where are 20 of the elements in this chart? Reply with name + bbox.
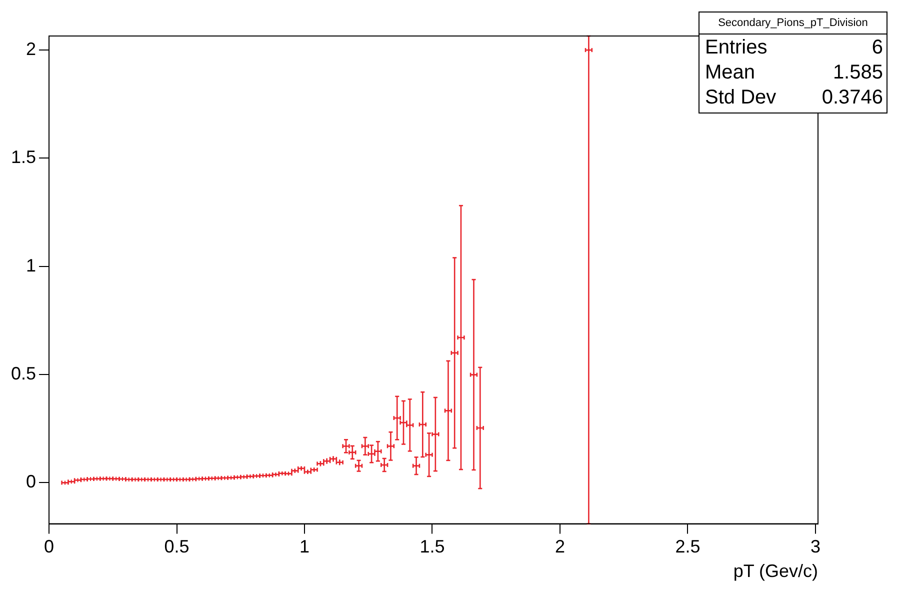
y-tick-label: 0.5 [10,364,36,384]
x-axis-title: pT (Gev/c) [733,561,818,582]
text: Secondary_Pions_pT_Division [718,17,868,30]
y-tick-label: 0 [26,472,36,492]
x-tick-label: 2.5 [675,536,700,557]
annotation: Mean [705,62,756,84]
annotation: Entries [705,36,768,59]
x-tick-label: 3 [810,536,820,557]
x-tick-label: 1.5 [420,536,445,557]
y-tick-label: 1.5 [10,147,36,168]
y-tick-label: 1 [26,255,36,276]
annotation: Std Dev [705,86,776,109]
x-tick-label: 1 [299,536,310,557]
x-tick-label: 0 [44,536,54,557]
text: 1.585 [832,62,883,84]
x-tick-label: 2 [554,536,565,557]
y-tick-label: 2 [26,39,36,60]
text: 0.3746 [822,86,883,109]
x-tick-label: 0.5 [164,536,190,557]
text: 6 [872,36,883,59]
